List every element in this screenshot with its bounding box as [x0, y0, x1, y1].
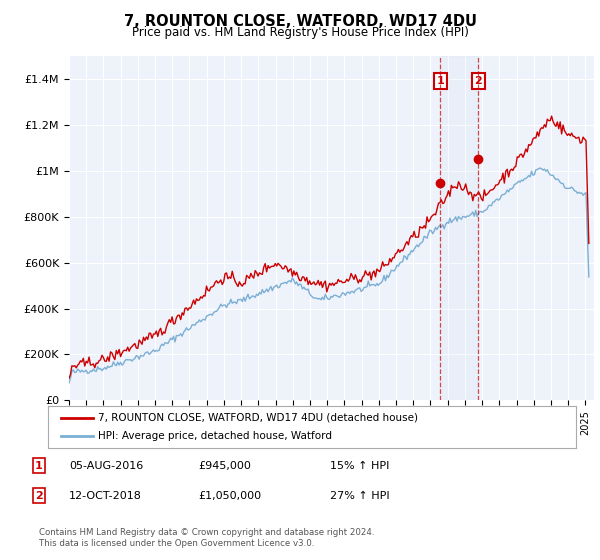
Text: Contains HM Land Registry data © Crown copyright and database right 2024.
This d: Contains HM Land Registry data © Crown c… — [39, 528, 374, 548]
Bar — [440, 56, 478, 400]
Text: 2: 2 — [35, 491, 43, 501]
Text: 1: 1 — [437, 76, 445, 86]
Text: 05-AUG-2016: 05-AUG-2016 — [69, 461, 143, 471]
Text: £1,050,000: £1,050,000 — [198, 491, 261, 501]
Text: 12-OCT-2018: 12-OCT-2018 — [69, 491, 142, 501]
Text: HPI: Average price, detached house, Watford: HPI: Average price, detached house, Watf… — [98, 431, 332, 441]
Text: £945,000: £945,000 — [198, 461, 251, 471]
Text: 1: 1 — [35, 461, 43, 471]
Text: 15% ↑ HPI: 15% ↑ HPI — [330, 461, 389, 471]
Text: 27% ↑ HPI: 27% ↑ HPI — [330, 491, 389, 501]
Text: 7, ROUNTON CLOSE, WATFORD, WD17 4DU: 7, ROUNTON CLOSE, WATFORD, WD17 4DU — [124, 14, 476, 29]
Text: Price paid vs. HM Land Registry's House Price Index (HPI): Price paid vs. HM Land Registry's House … — [131, 26, 469, 39]
Text: 7, ROUNTON CLOSE, WATFORD, WD17 4DU (detached house): 7, ROUNTON CLOSE, WATFORD, WD17 4DU (det… — [98, 413, 418, 423]
Text: 2: 2 — [475, 76, 482, 86]
